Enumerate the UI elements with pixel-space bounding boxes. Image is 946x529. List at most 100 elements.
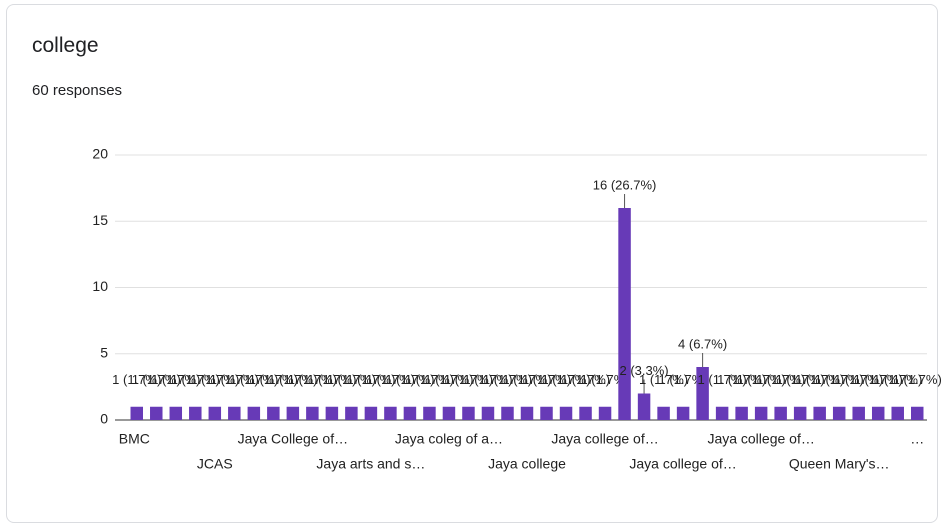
data-label: 4 (6.7%) [678,336,727,351]
bar [130,406,143,420]
bar [364,406,378,420]
data-label: 1 (1.7%) [483,372,532,387]
data-label: 1 (1.7%) [424,372,473,387]
bar [696,367,709,420]
bar [598,406,612,420]
bar [150,406,163,420]
data-label: 1 (1.7%) [893,372,942,387]
bar [852,406,865,420]
x-tick-label: JCAS [197,456,233,472]
bar [325,406,339,420]
data-label: 1 (1.7%) [132,372,181,387]
bar [520,406,534,420]
bar [481,406,495,420]
y-tick-label: 15 [92,212,108,228]
bar [189,406,202,420]
data-label: 1 (1.7%) [249,372,298,387]
bar [267,406,280,420]
data-label: 2 (3.3%) [620,363,669,378]
bar [403,406,417,420]
bar [462,406,475,420]
bar [286,406,300,420]
data-label: 1 (1.7%) [112,372,161,387]
data-label: 1 (1.7%) [659,372,708,387]
x-tick-label: Jaya college of… [629,456,736,472]
bar [754,406,768,420]
data-label: 16 (26.7%) [593,177,657,192]
bar [442,406,456,420]
bar [676,406,690,420]
bar [501,406,514,420]
bar [774,406,787,420]
x-tick-label: Jaya College of… [238,431,349,447]
data-label: 1 (1.7%) [268,372,317,387]
data-label: 1 (1.7%) [151,372,200,387]
card [6,4,938,523]
x-tick-label: BMC [119,431,150,447]
data-label: 1 (1.7%) [502,372,551,387]
y-tick-label: 5 [100,344,108,360]
bar [208,406,222,420]
data-label: 1 (1.7%) [288,372,337,387]
data-label: 1 (1.7%) [698,372,747,387]
bar [813,406,826,420]
x-tick-label: Jaya arts and s… [316,456,425,472]
data-label: 1 (1.7%) [463,372,512,387]
data-label: 1 (1.7%) [210,372,259,387]
response-count: 60 responses [32,82,123,99]
bar [169,406,183,420]
data-label: 1 (1.7%) [854,372,903,387]
data-label: 1 (1.7%) [639,372,688,387]
data-label: 1 (1.7%) [522,372,571,387]
bar [793,406,807,420]
title: college [32,34,99,57]
bar [345,406,358,420]
bar [618,208,631,420]
data-label: 1 (1.7%) [776,372,825,387]
y-tick-label: 0 [100,411,108,427]
data-label: 1 (1.7%) [307,372,356,387]
data-label: 1 (1.7%) [346,372,395,387]
y-tick-label: 20 [92,146,108,162]
data-label: 1 (1.7%) [756,372,805,387]
data-label: 1 (1.7%) [444,372,493,387]
bar [657,406,670,420]
bar [540,406,553,420]
data-label: 1 (1.7%) [717,372,766,387]
data-label: 1 (1.7%) [385,372,434,387]
bar [228,406,241,420]
x-tick-label: … [910,431,924,447]
x-tick-label: Queen Mary's… [789,456,890,472]
bar [384,406,397,420]
data-label: 1 (1.7%) [815,372,864,387]
x-tick-label: Jaya college [488,456,566,472]
bar [891,406,904,420]
bar [871,406,885,420]
data-label: 1 (1.7%) [171,372,220,387]
bar [715,406,729,420]
x-tick-label: Jaya college of… [551,431,658,447]
bar [579,406,592,420]
data-label: 1 (1.7%) [541,372,590,387]
data-label: 1 (1.7%) [229,372,278,387]
bar [832,406,846,420]
bar [423,406,436,420]
x-tick-label: Jaya coleg of a… [395,431,503,447]
data-label: 1 (1.7%) [834,372,883,387]
data-label: 1 (1.7%) [580,372,629,387]
x-tick-label: Jaya college of… [707,431,814,447]
bar [735,406,748,420]
bar [911,406,924,420]
bar [306,406,319,420]
bar [637,393,651,420]
data-label: 1 (1.7%) [190,372,239,387]
data-label: 1 (1.7%) [327,372,376,387]
bar [247,406,261,420]
bar [559,406,573,420]
data-label: 1 (1.7%) [561,372,610,387]
data-label: 1 (1.7%) [737,372,786,387]
y-tick-label: 10 [92,278,108,294]
data-label: 1 (1.7%) [366,372,415,387]
